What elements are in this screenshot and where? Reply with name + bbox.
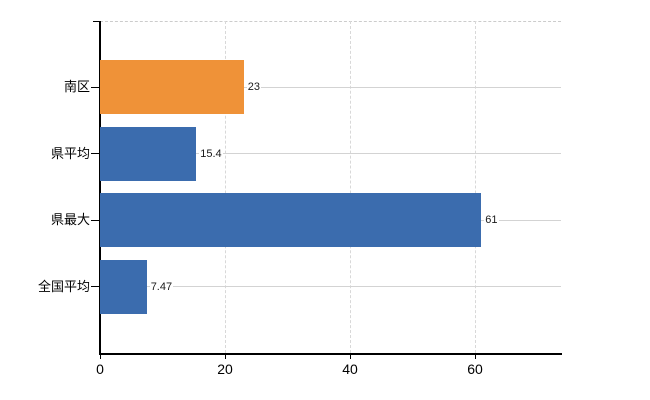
x-axis-tick-label: 20 — [217, 361, 233, 377]
y-axis-category-label: 全国平均 — [37, 278, 90, 294]
horizontal-gridline — [100, 153, 561, 155]
y-axis — [99, 21, 101, 355]
bar — [100, 126, 197, 181]
vertical-gridline — [475, 21, 476, 353]
bar — [100, 60, 244, 115]
y-axis-tick — [91, 286, 99, 288]
vertical-gridline — [225, 21, 226, 353]
y-axis-category-label: 県最大 — [50, 212, 90, 228]
y-axis-category-label: 県平均 — [50, 145, 90, 161]
bar — [100, 193, 482, 248]
x-axis-tick — [475, 354, 476, 359]
plot-top-border — [100, 21, 561, 22]
x-axis-tick-label: 0 — [96, 361, 104, 377]
x-axis-tick-label: 60 — [467, 361, 483, 377]
vertical-gridline — [350, 21, 351, 353]
x-axis-tick — [350, 354, 351, 359]
bar — [100, 259, 147, 314]
y-axis-tick — [91, 86, 99, 88]
horizontal-gridline — [100, 86, 561, 88]
y-axis-end-tick — [93, 21, 100, 22]
bar-value-label: 23 — [246, 81, 261, 94]
bar-value-label: 15.4 — [199, 147, 223, 160]
horizontal-gridline — [100, 286, 561, 288]
x-axis-tick-label: 40 — [342, 361, 358, 377]
x-axis — [99, 353, 562, 355]
y-axis-category-label: 南区 — [63, 79, 90, 95]
bar-value-label: 61 — [484, 214, 499, 227]
x-axis-tick — [100, 354, 101, 359]
y-axis-tick — [91, 219, 99, 221]
bar-value-label: 7.47 — [149, 280, 174, 293]
y-axis-tick — [91, 153, 99, 155]
x-axis-tick — [225, 354, 226, 359]
plot-area: 23 15.4 61 7.47 0 20 40 60 — [91, 21, 562, 377]
